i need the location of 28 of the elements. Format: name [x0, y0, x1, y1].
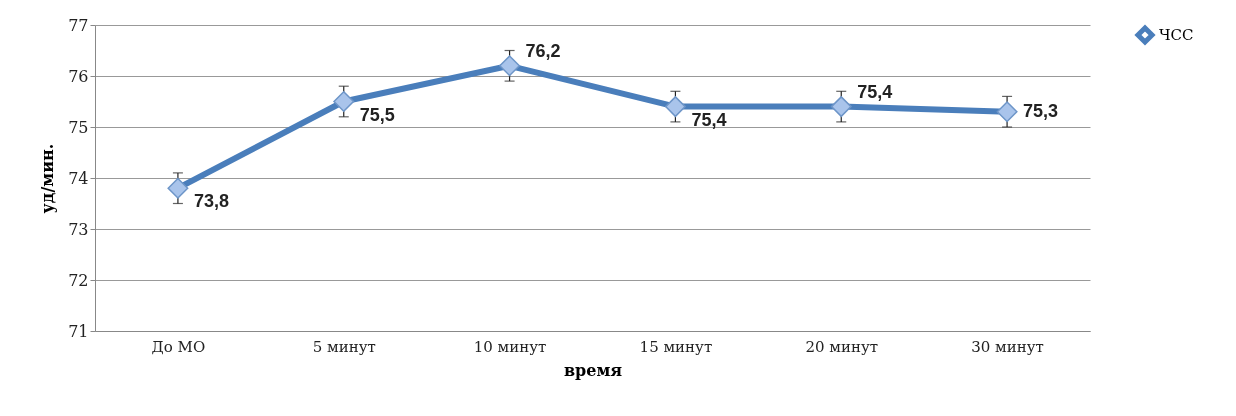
- point: [167, 177, 189, 199]
- data-label: 75,4: [857, 81, 893, 102]
- x-axis-title: время: [563, 360, 623, 380]
- y-tick-label: 73: [68, 219, 89, 239]
- x-tick-label: 10 минут: [473, 337, 547, 356]
- y-tick-label: 77: [68, 15, 89, 35]
- point: [996, 101, 1018, 123]
- x-tick-label: 5 минут: [312, 337, 376, 356]
- x-tick-label: 20 минут: [805, 337, 879, 356]
- y-axis-title: уд/мин.: [38, 143, 58, 214]
- point: [333, 91, 355, 112]
- point: [664, 96, 686, 118]
- data-label: 76,2: [525, 40, 561, 61]
- x-tick-label: До МО: [151, 337, 206, 356]
- x-tick-label: 15 минут: [639, 337, 713, 356]
- legend-label: ЧСС: [1159, 26, 1194, 44]
- data-label: 73,8: [193, 191, 229, 212]
- y-tick-label: 76: [68, 66, 89, 86]
- data-label: 75,5: [359, 104, 395, 125]
- point: [830, 96, 852, 118]
- x-tick-label: 30 минут: [971, 337, 1044, 356]
- y-tick-label: 75: [68, 117, 89, 137]
- y-tick-label: 71: [68, 321, 89, 341]
- y-tick-label: 74: [68, 168, 89, 188]
- point: [499, 55, 521, 77]
- data-label: 75,3: [1023, 100, 1059, 121]
- y-tick-label: 72: [68, 270, 89, 290]
- data-label: 75,4: [691, 109, 727, 130]
